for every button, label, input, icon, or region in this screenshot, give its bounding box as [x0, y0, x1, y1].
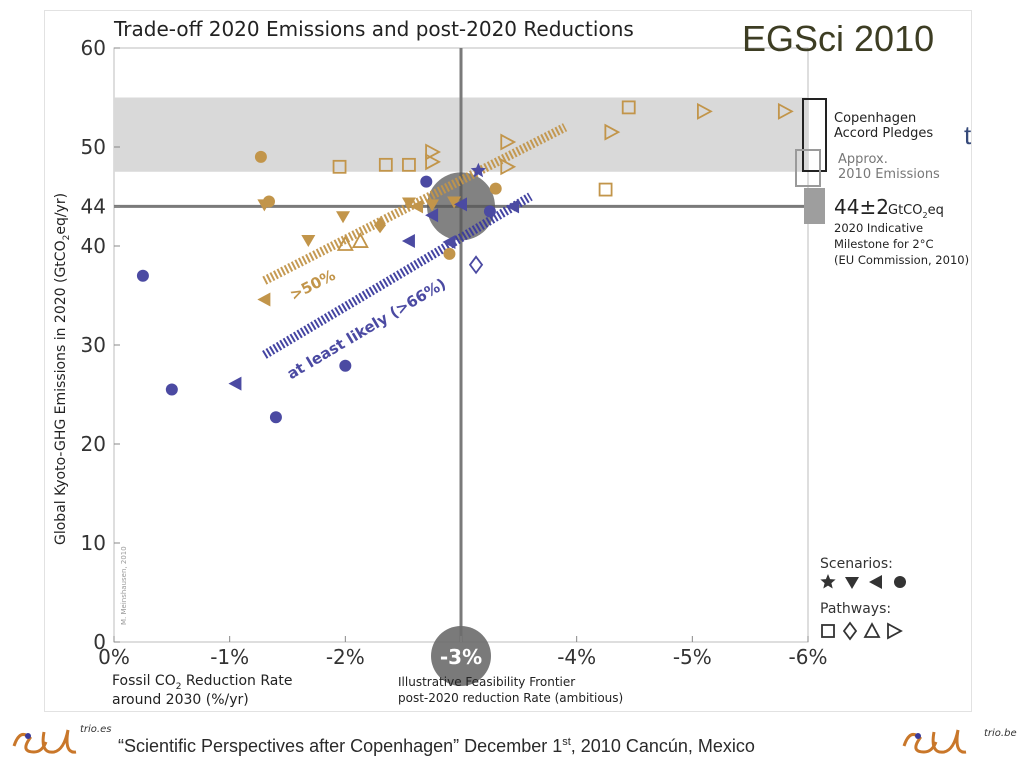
y-tick-label: 60 [81, 36, 106, 60]
slide-title-tail: t [964, 120, 972, 150]
chart-title: Trade-off 2020 Emissions and post-2020 R… [113, 17, 634, 41]
point-50-tri-down [401, 197, 416, 210]
y-tick-label: 40 [81, 234, 106, 258]
pathway-square-icon [821, 624, 835, 638]
point-66-circle [483, 205, 496, 218]
point-66-tri-left [442, 235, 456, 250]
point-66-tri-left [454, 197, 467, 212]
legend-milestone-line: (EU Commission, 2010) [834, 253, 969, 267]
y-tick-label: 30 [81, 333, 106, 357]
legend-pathways-label: Pathways: [820, 601, 891, 617]
pathway-tri-right-icon [887, 622, 903, 640]
point-50-diamond-filled [374, 217, 387, 234]
point-50-tri-down [301, 235, 316, 248]
x-tick-label: -5% [673, 645, 712, 669]
point-50-square [402, 157, 416, 172]
legend-milestone-value: 44±2 [834, 195, 889, 219]
legend-milestone-line: 2020 Indicative [834, 221, 923, 235]
point-66-tri-left [228, 376, 242, 391]
point-50-tri-right [697, 102, 713, 120]
logo-right-wordmark: trio.be [984, 728, 1017, 739]
y-tick-label: 44 [81, 194, 106, 218]
point-50-tri-down [447, 196, 462, 209]
point-66-circle [165, 383, 178, 396]
point-50-circle [443, 247, 456, 260]
legend-approx-1: Approx. [838, 152, 888, 167]
point-50-tri-down [336, 211, 351, 224]
point-50-tri-right [777, 102, 794, 120]
point-66-star [470, 162, 486, 178]
x-tick-label: -3% [440, 645, 482, 669]
legend-copenhagen-2: Accord Pledges [834, 126, 933, 141]
point-50-tri-right [425, 153, 441, 171]
y-axis-label: Global Kyoto-GHG Emissions in 2020 (GtCO… [53, 193, 72, 545]
y-tick-label: 0 [93, 630, 106, 654]
footer-text: “Scientific Perspectives after Copenhage… [118, 736, 563, 756]
legend-approx-2: 2010 Emissions [838, 167, 940, 182]
point-66-circle [420, 175, 433, 188]
x-tick-label: -1% [210, 645, 249, 669]
pathway-diamond-icon [842, 621, 858, 641]
chart-credit: M. Meinshausen, 2010 [120, 546, 128, 625]
feasibility-caption-2: post-2020 reduction Rate (ambitious) [398, 691, 623, 705]
approx-2010-box [795, 149, 821, 187]
point-50-tri-up [351, 232, 369, 248]
feasibility-caption-1: Illustrative Feasibility Frontier [398, 675, 575, 689]
point-50-square [378, 157, 393, 172]
point-66-diamond [468, 255, 484, 275]
y-tick-label: 50 [81, 135, 106, 159]
x-tick-label: -4% [557, 645, 596, 669]
feasibility-circle [431, 626, 491, 686]
point-50-tri-left [257, 292, 271, 307]
point-50-tri-right [500, 133, 517, 151]
point-50-tri-up [336, 235, 354, 251]
footer-sup: st [562, 736, 571, 748]
point-50-square [598, 182, 613, 197]
scenario-circle-icon [894, 576, 906, 588]
point-50-tri-left [410, 199, 424, 214]
copenhagen-pledges-box [802, 98, 827, 172]
point-50-tri-right [604, 123, 621, 141]
x-axis-label-line2: around 2030 (%/yr) [112, 692, 249, 708]
milestone-box [804, 188, 825, 224]
point-50-circle [489, 182, 502, 195]
point-66-circle [339, 359, 352, 372]
point-66-circle [269, 411, 282, 424]
point-50-square [621, 100, 636, 115]
point-66-circle [136, 269, 149, 282]
y-tick-label: 10 [81, 531, 106, 555]
legend-milestone-line: Milestone for 2°C [834, 237, 934, 251]
legend-scenarios-label: Scenarios: [820, 556, 893, 572]
scenario-tri-down-icon [845, 577, 859, 589]
x-axis-label-line1: Fossil CO2 Reduction Rate [112, 673, 292, 692]
point-50-tri-down [257, 199, 272, 212]
point-50-circle [254, 150, 267, 163]
footer-tail: , 2010 Cancún, Mexico [570, 736, 755, 756]
point-66-tri-left [506, 199, 520, 214]
slide-title: EGSci 2010 [742, 18, 935, 59]
point-66-tri-left [425, 208, 439, 223]
pathway-tri-up-icon [863, 622, 881, 638]
point-50-tri-right [500, 158, 517, 176]
point-50-tri-down [425, 199, 440, 212]
scenario-star-icon [820, 574, 836, 589]
legend-milestone-unit: GtCO2eq [888, 203, 944, 220]
point-50-square [332, 159, 347, 174]
point-66-tri-left [401, 234, 415, 249]
scenario-tri-left-icon [869, 575, 882, 589]
x-tick-label: -6% [789, 645, 828, 669]
y-tick-label: 20 [81, 432, 106, 456]
x-tick-label: -2% [326, 645, 365, 669]
legend-copenhagen-1: Copenhagen [834, 111, 916, 126]
logo-left-wordmark: trio.es [80, 724, 112, 735]
footer-caption: “Scientific Perspectives after Copenhage… [118, 736, 755, 757]
x-tick-label: 0% [98, 645, 130, 669]
point-50-tri-right [425, 143, 441, 161]
